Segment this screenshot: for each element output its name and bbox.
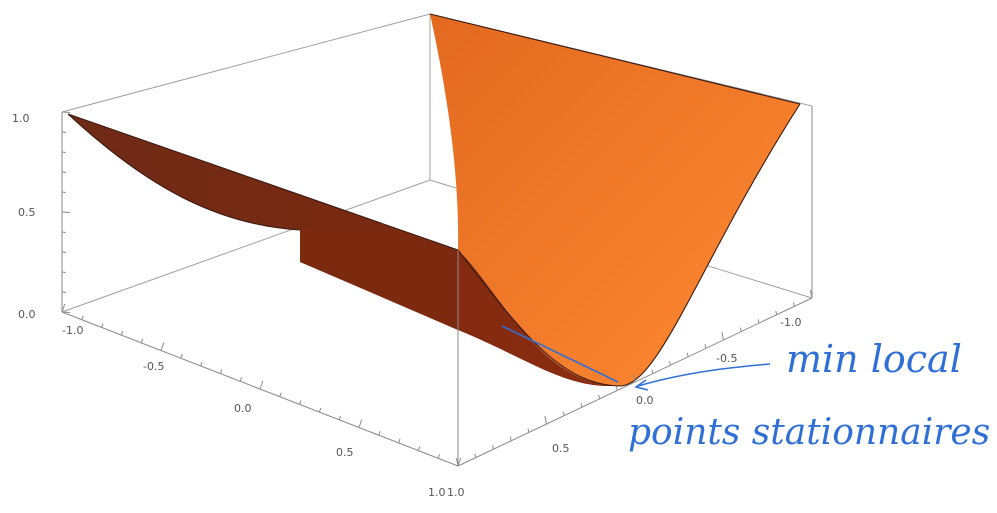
tick-mark — [509, 436, 512, 441]
tick-mark — [61, 211, 71, 213]
left-axis-ticks — [61, 303, 462, 467]
tick-mark — [61, 303, 66, 313]
tick-mark — [739, 327, 742, 332]
tick-mark — [239, 377, 243, 382]
z-tick-label: 1.0 — [12, 112, 30, 125]
z-tick-label: 0.5 — [18, 206, 36, 219]
tick-mark — [474, 453, 477, 458]
tick-mark — [61, 151, 67, 153]
tick-mark — [616, 386, 618, 391]
surface-inner-fold — [300, 228, 458, 330]
tick-mark — [580, 403, 583, 408]
surface-outline — [67, 13, 801, 387]
tick-mark — [101, 323, 104, 328]
tick-mark — [219, 369, 223, 374]
tick-mark — [81, 315, 84, 320]
tick-mark — [160, 342, 165, 351]
annotation-arrow — [637, 363, 771, 387]
tick-mark — [61, 111, 71, 113]
tick-mark — [299, 400, 302, 405]
left-axis-tick-label: -1.0 — [62, 324, 83, 337]
tick-mark — [544, 415, 547, 425]
surface-right-panel — [430, 14, 800, 386]
left-axis-tick-label: -0.5 — [143, 360, 164, 373]
tick-mark — [61, 271, 67, 273]
right-axis-tick-label: -1.0 — [780, 316, 801, 329]
tick-mark — [417, 446, 421, 451]
tick-mark — [492, 445, 494, 450]
tick-mark — [61, 291, 67, 293]
tick-mark — [120, 330, 124, 336]
tick-mark — [809, 289, 813, 299]
tick-mark — [61, 311, 71, 313]
tick-mark — [200, 361, 203, 367]
z-axis-ticks — [61, 111, 71, 313]
tick-mark — [437, 454, 441, 459]
right-axis-tick-label: -0.5 — [716, 352, 737, 365]
right-axis-tick-label: 1.0 — [447, 486, 465, 499]
right-axis-ticks — [455, 289, 813, 467]
tick-mark — [775, 310, 778, 315]
tick-mark — [338, 415, 342, 420]
tick-mark — [61, 231, 67, 233]
tick-mark — [259, 380, 264, 390]
right-axis-tick-label: 0.5 — [552, 442, 570, 455]
annotation-min-local: min local — [786, 337, 962, 381]
tick-mark — [632, 373, 636, 383]
tick-mark — [455, 457, 459, 467]
minimum-line-annotation — [501, 325, 619, 383]
tick-mark — [793, 302, 795, 307]
tick-mark — [651, 369, 654, 374]
tick-mark — [318, 407, 322, 413]
tick-mark — [457, 457, 462, 467]
tick-mark — [61, 171, 67, 173]
tick-mark — [757, 319, 760, 324]
tick-mark — [140, 338, 144, 343]
left-axis-tick-label: 0.5 — [336, 446, 354, 459]
tick-mark — [180, 354, 183, 359]
tick-mark — [61, 251, 67, 253]
arrowhead-icon — [634, 379, 649, 391]
tick-mark — [562, 411, 565, 416]
tick-mark — [686, 352, 689, 357]
tick-mark — [378, 431, 381, 436]
left-axis-tick-label: 1.0 — [428, 486, 446, 499]
right-axis-tick-label: 0.0 — [636, 394, 654, 407]
tick-mark — [721, 331, 724, 341]
tick-mark — [669, 361, 671, 366]
z-tick-label: 0.0 — [18, 308, 36, 321]
tick-mark — [704, 344, 707, 349]
tick-mark — [61, 131, 67, 133]
tick-mark — [398, 438, 401, 444]
annotation-group: min local points stationnaires — [501, 325, 990, 453]
tick-mark — [598, 394, 601, 399]
tick-mark — [358, 419, 363, 428]
tick-mark — [61, 191, 67, 193]
annotation-points-stationnaires: points stationnaires — [628, 412, 990, 453]
left-axis-tick-label: 0.0 — [234, 402, 252, 415]
tick-mark — [527, 428, 530, 433]
tick-mark — [279, 392, 282, 397]
